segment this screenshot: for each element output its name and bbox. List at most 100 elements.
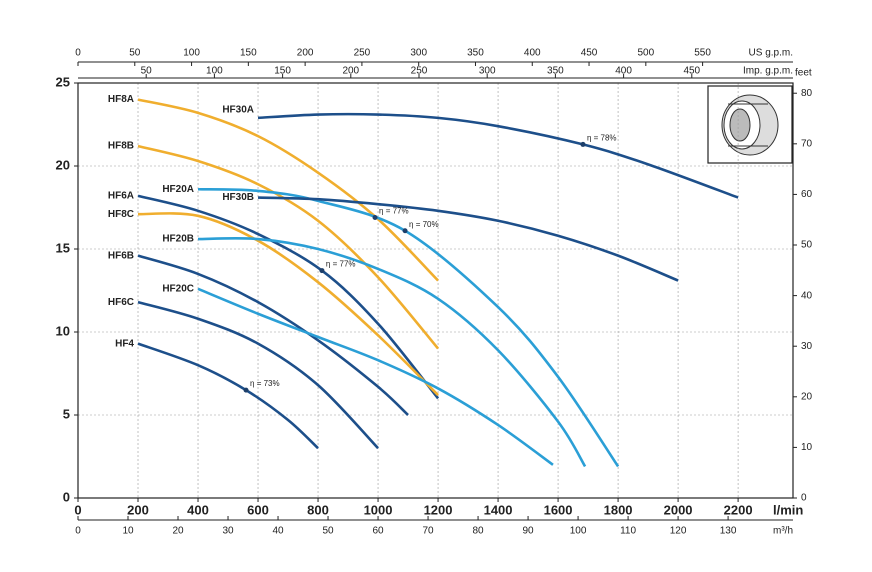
axis-tick-label: 100 xyxy=(183,48,200,59)
efficiency-point xyxy=(243,387,249,393)
axis-tick-label: 80 xyxy=(472,526,484,537)
curve xyxy=(257,112,739,199)
y-tick-label: 25 xyxy=(56,74,70,89)
curve-label: HF8A xyxy=(108,94,134,105)
y-tick-label: 5 xyxy=(63,406,70,421)
y-tick-label: 20 xyxy=(56,157,70,172)
curve-label: HF20B xyxy=(162,234,194,245)
curve xyxy=(137,342,319,450)
axis-tick-label: 350 xyxy=(467,48,484,59)
x-tick-label: 2200 xyxy=(724,502,753,517)
curve xyxy=(137,254,409,416)
axis-tick-label: 50 xyxy=(141,66,153,77)
x-tick-label: 200 xyxy=(127,502,149,517)
curve-label: HF8B xyxy=(108,141,134,152)
curve-label: HF6C xyxy=(108,297,134,308)
feet-tick-label: 50 xyxy=(801,240,813,251)
curve-label: HF20A xyxy=(162,184,194,195)
curve-label: HF4 xyxy=(115,338,134,349)
curve-label: HF6B xyxy=(108,250,134,261)
curve xyxy=(137,98,439,282)
axis-tick-label: 120 xyxy=(670,526,687,537)
axis-tick-label: 30 xyxy=(222,526,234,537)
axis-tick-label: 550 xyxy=(694,48,711,59)
axis-tick-label: 450 xyxy=(683,66,700,77)
feet-tick-label: 60 xyxy=(801,189,813,200)
y-tick-label: 10 xyxy=(56,323,70,338)
axis-label: Imp. g.p.m. xyxy=(743,66,793,77)
efficiency-point xyxy=(372,214,378,220)
axis-tick-label: 50 xyxy=(322,526,334,537)
y-tick-label: 15 xyxy=(56,240,70,255)
feet-tick-label: 80 xyxy=(801,88,813,99)
axis-tick-label: 400 xyxy=(615,66,632,77)
axis-tick-label: 20 xyxy=(172,526,184,537)
axis-tick-label: 300 xyxy=(479,66,496,77)
axis-tick-label: 60 xyxy=(372,526,384,537)
curve-label: HF30B xyxy=(222,192,254,203)
efficiency-label: η = 77% xyxy=(326,260,356,269)
axis-label: m³/h xyxy=(773,526,793,537)
axis-tick-label: 500 xyxy=(637,48,654,59)
x-tick-label: 2000 xyxy=(664,502,693,517)
axis-tick-label: 400 xyxy=(524,48,541,59)
feet-tick-label: 40 xyxy=(801,290,813,301)
efficiency-point xyxy=(580,141,586,147)
axis-tick-label: 50 xyxy=(129,48,141,59)
x-tick-label: 1800 xyxy=(604,502,633,517)
axis-tick-label: 450 xyxy=(581,48,598,59)
axis-tick-label: 0 xyxy=(75,526,81,537)
curve xyxy=(257,196,679,282)
efficiency-label: η = 77% xyxy=(379,207,409,216)
axis-tick-label: 10 xyxy=(122,526,134,537)
x-tick-label: 400 xyxy=(187,502,209,517)
axis-tick-label: 200 xyxy=(297,48,314,59)
x-tick-label: 1600 xyxy=(544,502,573,517)
pump-inset xyxy=(707,85,793,164)
efficiency-label: η = 78% xyxy=(587,134,617,143)
curve xyxy=(197,187,620,468)
curve xyxy=(137,212,439,397)
curve-label: HF8C xyxy=(108,209,134,220)
axis-tick-label: 150 xyxy=(240,48,257,59)
axis-tick-label: 350 xyxy=(547,66,564,77)
axis-tick-label: 100 xyxy=(206,66,223,77)
x-tick-label: 1400 xyxy=(484,502,513,517)
x-tick-label: 1200 xyxy=(424,502,453,517)
axis-tick-label: 150 xyxy=(274,66,291,77)
axis-tick-label: 250 xyxy=(411,66,428,77)
curve xyxy=(137,144,440,350)
efficiency-point xyxy=(319,268,325,274)
feet-tick-label: 10 xyxy=(801,442,813,453)
curve-label: HF20C xyxy=(162,283,194,294)
curve xyxy=(137,194,440,400)
axis-tick-label: 40 xyxy=(272,526,284,537)
curve xyxy=(197,287,554,466)
curve xyxy=(198,237,587,468)
x-tick-label: 600 xyxy=(247,502,269,517)
feet-axis-label: feet xyxy=(795,68,812,79)
efficiency-point xyxy=(402,228,408,234)
feet-tick-label: 0 xyxy=(801,493,807,504)
x-tick-label: 800 xyxy=(307,502,329,517)
x-tick-label: 1000 xyxy=(364,502,393,517)
feet-tick-label: 70 xyxy=(801,138,813,149)
axis-tick-label: 90 xyxy=(523,526,535,537)
axis-tick-label: 300 xyxy=(410,48,427,59)
efficiency-label: η = 70% xyxy=(409,220,439,229)
axis-tick-label: 0 xyxy=(75,48,81,59)
curve xyxy=(137,300,379,450)
x-axis-label: l/min xyxy=(773,502,803,517)
y-tick-label: 0 xyxy=(63,489,70,504)
curve-label: HF30A xyxy=(222,105,254,116)
feet-tick-label: 20 xyxy=(801,391,813,402)
efficiency-label: η = 73% xyxy=(250,379,280,388)
x-tick-label: 0 xyxy=(74,502,81,517)
plot-frame xyxy=(77,82,794,499)
feet-tick-label: 30 xyxy=(801,341,813,352)
axis-tick-label: 250 xyxy=(354,48,371,59)
axis-tick-label: 110 xyxy=(620,526,636,537)
axis-tick-label: 130 xyxy=(720,526,737,537)
axis-tick-label: 70 xyxy=(422,526,434,537)
